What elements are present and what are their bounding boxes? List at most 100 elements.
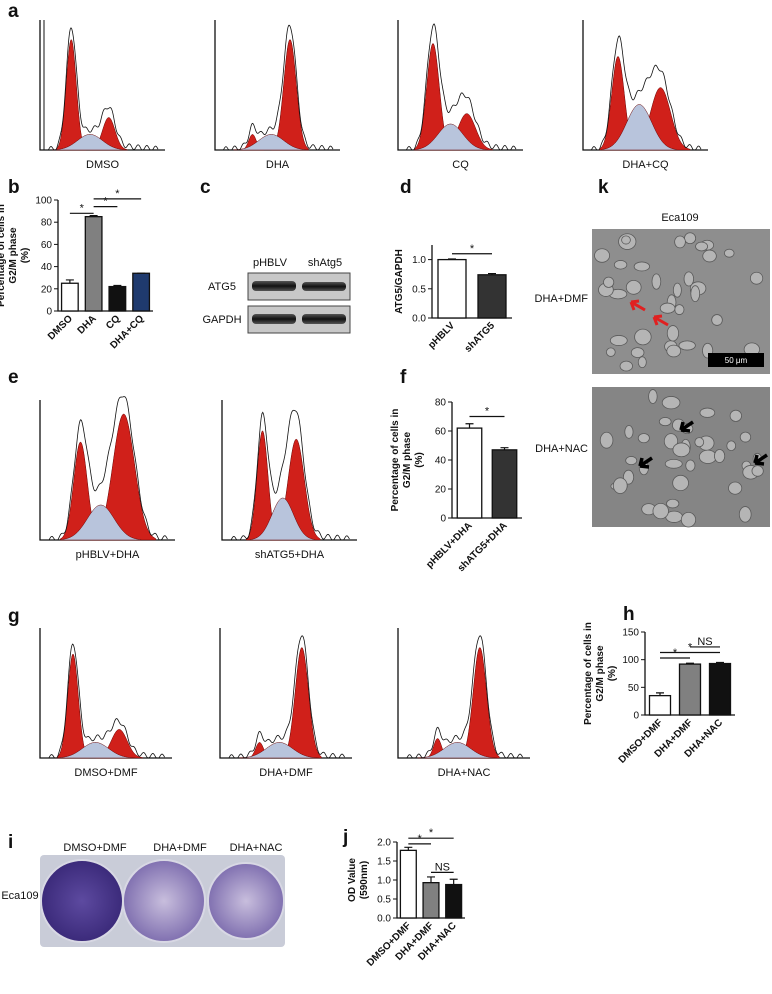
y-axis-label: G2/M phase <box>8 227 19 284</box>
sig-label: * <box>485 406 490 418</box>
sig-label: * <box>470 243 475 255</box>
cell <box>637 356 647 369</box>
sig-label: * <box>429 827 434 839</box>
bar <box>399 849 417 919</box>
cell <box>594 248 610 263</box>
band <box>302 282 346 291</box>
band <box>302 314 346 324</box>
cell <box>711 314 723 326</box>
micrograph <box>592 229 770 374</box>
cell <box>651 273 662 290</box>
bar <box>60 282 79 312</box>
cell <box>729 409 742 422</box>
cell <box>633 261 650 272</box>
cell <box>599 431 614 449</box>
cell <box>702 249 717 263</box>
flow-caption: DHA <box>266 159 290 171</box>
flow-caption: pHBLV+DHA <box>76 549 140 561</box>
cell <box>612 477 628 494</box>
cell <box>625 456 638 466</box>
axis <box>397 628 530 759</box>
error-bar <box>686 662 694 665</box>
arrow <box>638 456 653 469</box>
cell <box>630 347 645 358</box>
y-axis-label: (590nm) <box>359 861 370 899</box>
cell <box>652 502 669 520</box>
cell <box>666 325 680 342</box>
y-tick-label: 1.0 <box>377 876 391 887</box>
bar <box>708 662 732 716</box>
colony-plate: DMSO+DMF DHA+DMF DHA+NAC Eca109 <box>1 842 285 947</box>
error-bar <box>488 273 496 275</box>
cell <box>672 442 691 458</box>
cell <box>674 304 685 315</box>
peak <box>55 742 136 759</box>
cell <box>672 282 682 298</box>
cell <box>739 431 752 443</box>
cell <box>749 271 764 285</box>
colony-lane: DHA+NAC <box>230 842 283 854</box>
cell <box>619 360 633 372</box>
cell <box>684 232 697 245</box>
y-tick-label: 80 <box>41 218 53 229</box>
panel-letter: d <box>400 177 412 198</box>
y-axis-label: Percentage of cells in <box>583 622 594 725</box>
y-tick-label: 20 <box>435 485 447 496</box>
cell <box>699 407 716 418</box>
y-axis-label: G2/M phase <box>402 432 413 489</box>
cell <box>605 347 616 357</box>
histogram <box>221 24 334 151</box>
error-bar <box>89 214 98 217</box>
y-tick-label: 40 <box>435 456 447 467</box>
y-axis-label: OD Value <box>347 858 358 902</box>
sig-label: NS <box>435 861 450 873</box>
y-tick-label: 2.0 <box>377 838 391 849</box>
cell <box>666 344 682 358</box>
cell <box>728 481 743 495</box>
panel-letter: k <box>598 177 609 198</box>
error-bar <box>465 423 474 429</box>
y-tick-label: 60 <box>41 240 53 251</box>
micro-row: DHA+NAC <box>535 443 588 455</box>
arrow <box>679 420 694 433</box>
cell <box>625 279 642 295</box>
bar <box>648 694 672 716</box>
peak <box>417 742 498 759</box>
peak <box>271 39 310 151</box>
cell <box>751 465 764 477</box>
cell <box>634 328 652 346</box>
y-tick-label: 1.0 <box>412 255 426 266</box>
cell <box>674 235 686 249</box>
dish <box>207 862 285 940</box>
y-tick-label: 100 <box>35 196 52 207</box>
y-tick-label: 0.5 <box>377 895 391 906</box>
flow-caption: shATG5+DHA <box>255 549 325 561</box>
blot: pHBLV shAtg5 ATG5 GAPDH <box>202 257 351 334</box>
micrographs: Eca109 50 μm DHA+DMF DHA+NAC <box>535 212 770 528</box>
y-tick-label: 20 <box>41 284 53 295</box>
bar <box>437 258 467 319</box>
flow-caption: DHA+NAC <box>438 767 491 779</box>
scale-label: 50 μm <box>725 356 748 365</box>
panel-letter: j <box>342 827 348 848</box>
sig-label: * <box>115 188 120 200</box>
y-tick-label: 1.5 <box>377 857 391 868</box>
y-tick-label: 100 <box>622 655 639 666</box>
histogram <box>589 35 702 151</box>
flow-caption: DMSO+DMF <box>74 767 138 779</box>
cells <box>594 232 764 528</box>
error-bar <box>65 279 74 284</box>
cell <box>666 498 680 509</box>
peak <box>412 123 489 151</box>
cell <box>648 389 658 404</box>
x-tick-label: DMSO <box>46 313 75 342</box>
panel-letter: f <box>400 367 407 388</box>
panel-letter: a <box>8 1 19 22</box>
bar <box>456 427 483 519</box>
y-tick-label: 80 <box>435 398 447 409</box>
cell <box>726 440 737 451</box>
cell <box>714 449 726 463</box>
panel-letter: i <box>8 832 13 853</box>
cell <box>659 302 676 314</box>
error-bar <box>113 284 122 287</box>
